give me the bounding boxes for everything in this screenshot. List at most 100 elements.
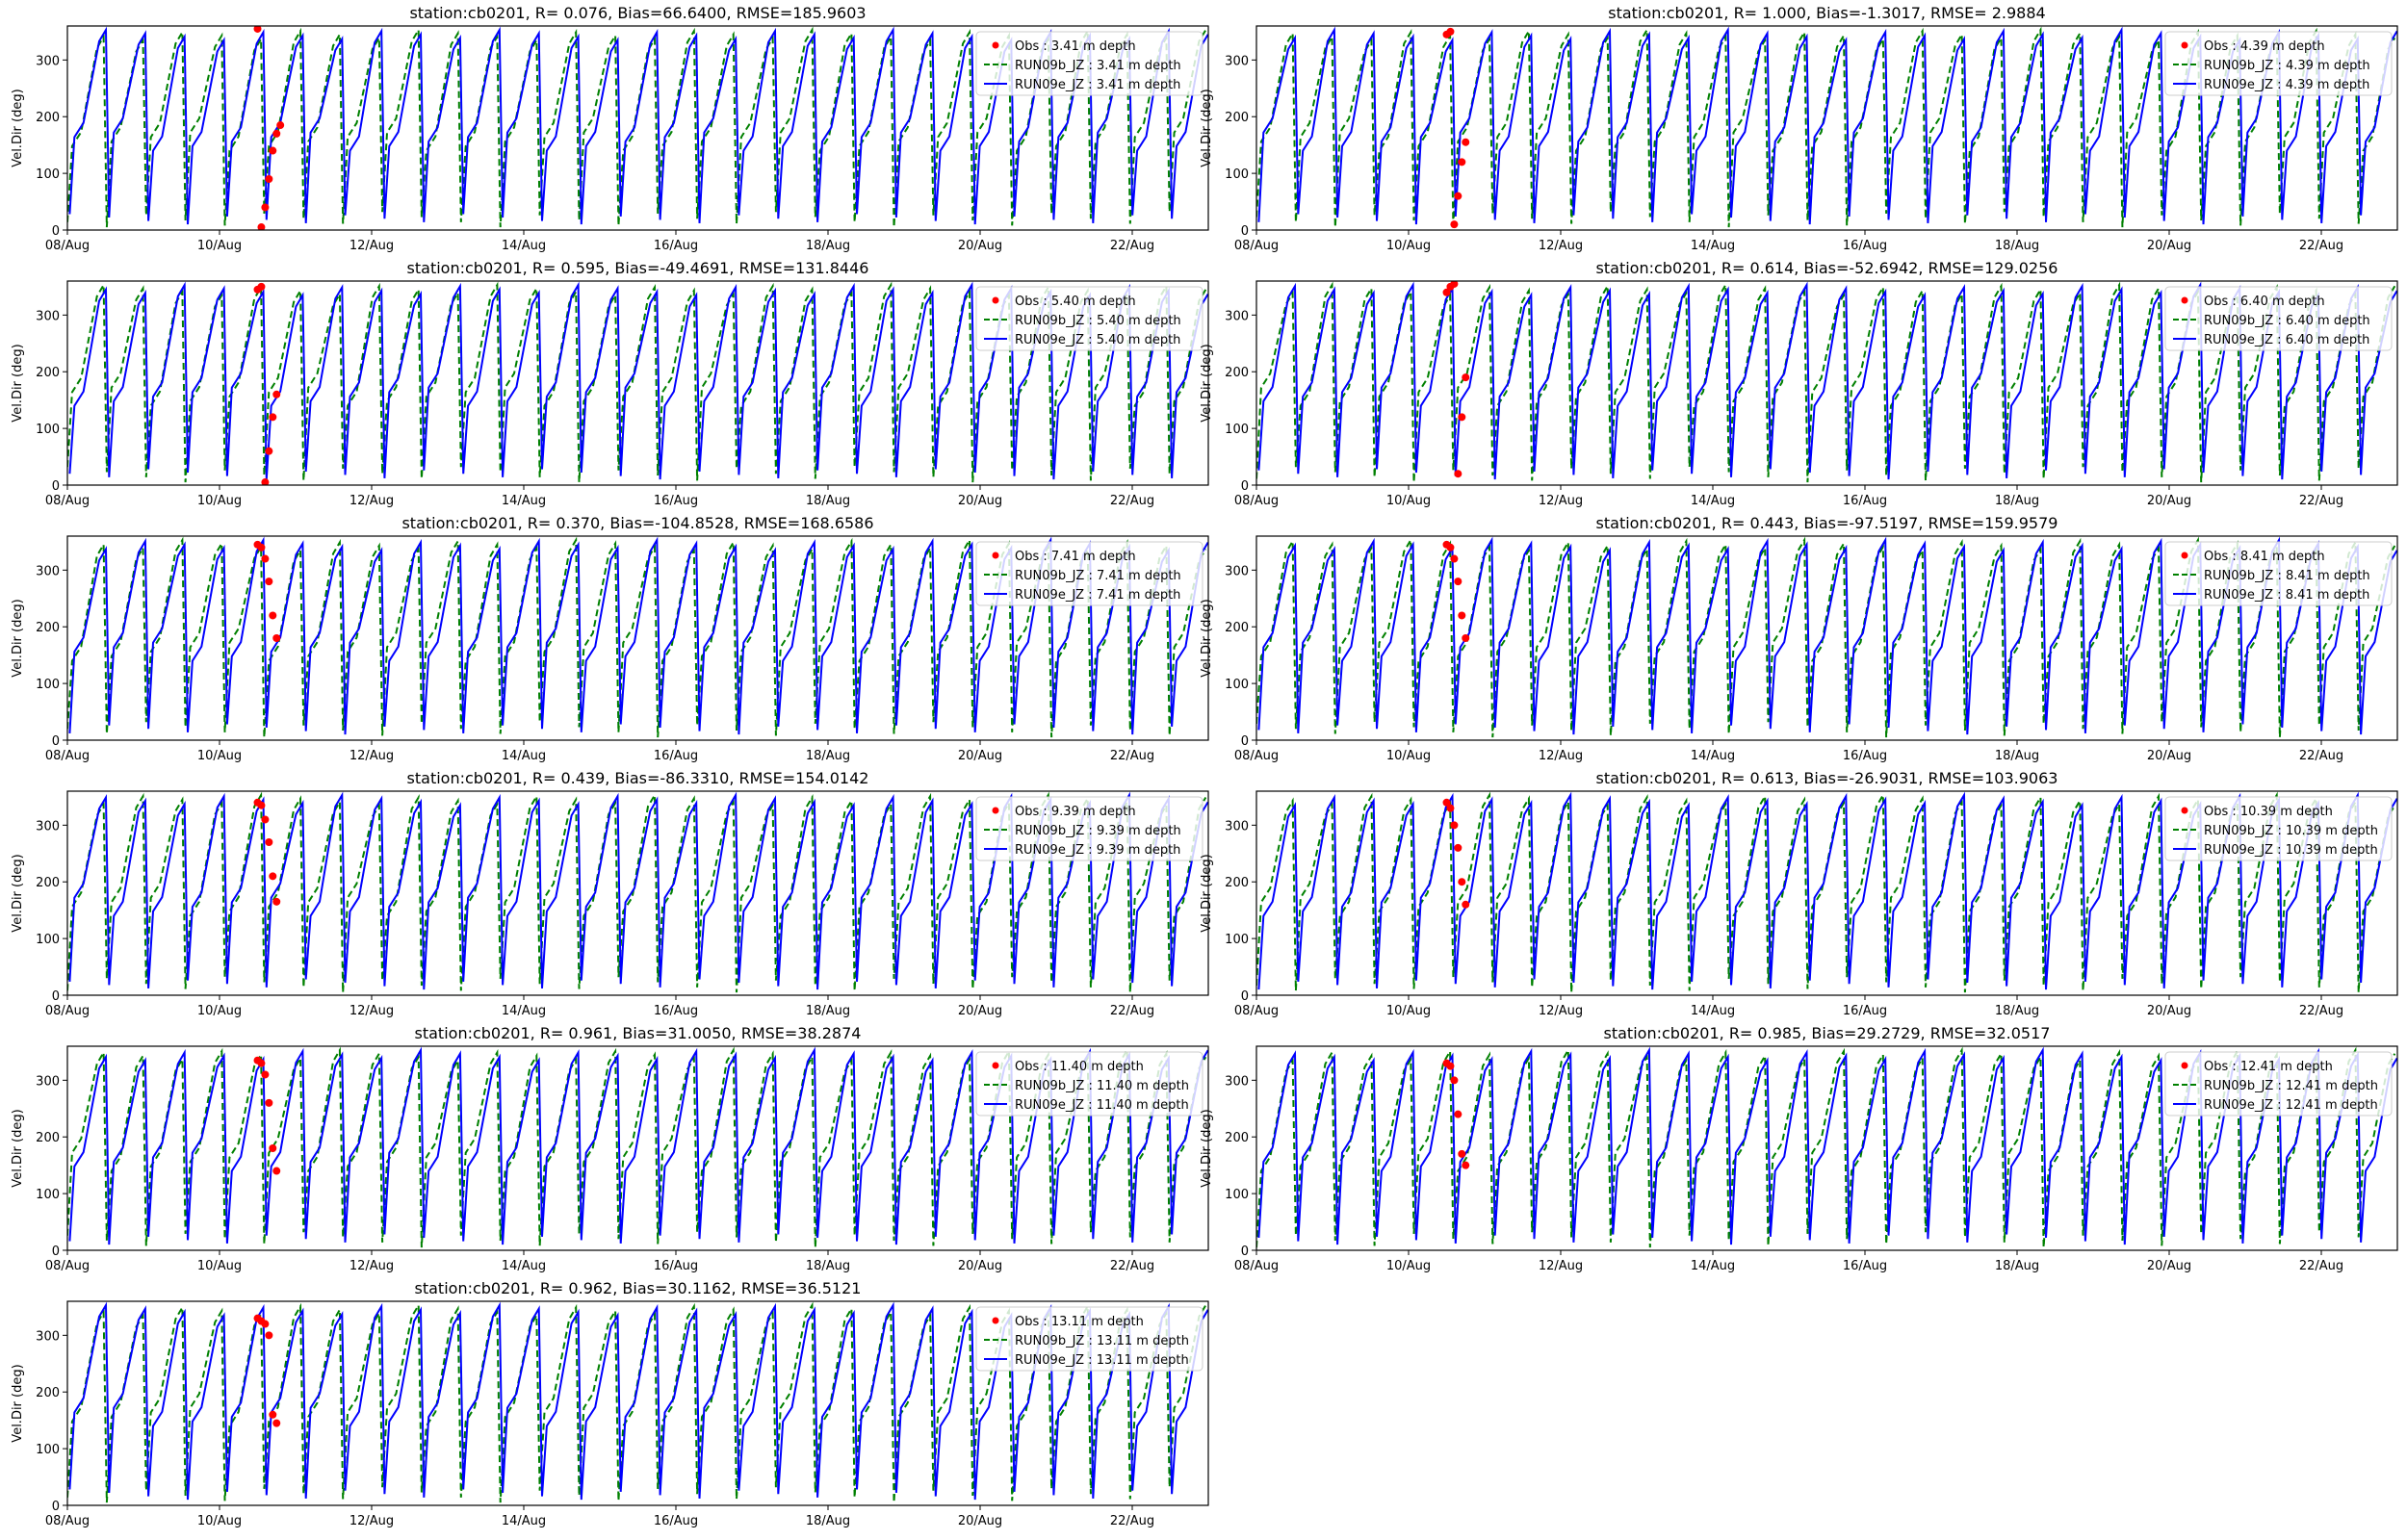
x-tick-label: 16/Aug [654, 239, 698, 253]
legend-marker-obs [992, 1062, 999, 1069]
legend-box [2164, 796, 2393, 861]
x-tick-label: 14/Aug [1691, 239, 1735, 253]
x-tick-label: 08/Aug [1234, 239, 1279, 253]
legend-box [2164, 541, 2393, 606]
x-tick-label: 18/Aug [1995, 1259, 2039, 1273]
obs-point [1462, 634, 1470, 642]
obs-point [1458, 1149, 1466, 1158]
legend-marker-obs [992, 41, 999, 49]
x-tick-label: 08/Aug [1234, 749, 1279, 763]
y-tick-label: 200 [36, 1131, 60, 1145]
obs-point [1450, 220, 1459, 229]
series-run09e-line [68, 281, 1208, 480]
legend: Obs : 6.40 m depth RUN09b_JZ : 6.40 m dep… [2164, 286, 2393, 351]
obs-point [269, 872, 277, 881]
series-run09b-line [67, 281, 1207, 483]
x-tick-label: 12/Aug [349, 1514, 394, 1528]
legend-box [975, 286, 1204, 351]
obs-point [276, 121, 285, 130]
subplot-11: station:cb0201, R= 0.962, Bias=30.1162, … [11, 1279, 1209, 1528]
legend-marker-obs [992, 1317, 999, 1324]
series-run09b-line [67, 1046, 1207, 1248]
x-tick-label: 08/Aug [45, 749, 90, 763]
obs-point [265, 578, 273, 586]
legend: Obs : 4.39 m depth RUN09b_JZ : 4.39 m dep… [2164, 31, 2393, 96]
y-axis-label: Vel.Dir (deg) [11, 854, 25, 932]
x-tick-label: 22/Aug [2299, 494, 2343, 508]
y-tick-label: 200 [36, 111, 60, 125]
plot-frame [66, 790, 1209, 996]
x-tick-label: 12/Aug [1539, 1004, 1583, 1018]
x-tick-label: 18/Aug [1995, 1004, 2039, 1018]
x-tick-label: 10/Aug [1386, 1259, 1431, 1273]
x-tick-label: 22/Aug [1110, 1004, 1154, 1018]
legend-label: RUN09e_JZ : 13.11 m depth [1015, 1353, 1189, 1368]
x-tick-label: 16/Aug [1843, 494, 1887, 508]
y-tick-label: 300 [36, 1074, 60, 1089]
x-tick-label: 12/Aug [349, 239, 394, 253]
y-tick-label: 200 [1225, 366, 1249, 380]
y-tick-label: 100 [36, 1443, 60, 1457]
obs-point [257, 1059, 266, 1067]
subplot-6: station:cb0201, R= 0.443, Bias=-97.5197,… [1200, 514, 2398, 763]
x-tick-label: 08/Aug [1234, 1259, 1279, 1273]
legend: Obs : 7.41 m depth RUN09b_JZ : 7.41 m dep… [975, 541, 1204, 606]
x-tick-label: 20/Aug [2147, 749, 2191, 763]
series-run09e-line [1257, 1046, 2397, 1245]
y-tick-label: 200 [36, 366, 60, 380]
y-tick-label: 200 [1225, 111, 1249, 125]
x-tick-label: 14/Aug [1691, 494, 1735, 508]
subplot-title: station:cb0201, R= 0.443, Bias=-97.5197,… [1596, 514, 2058, 532]
y-tick-label: 300 [36, 564, 60, 578]
x-tick-label: 16/Aug [654, 1514, 698, 1528]
legend-label: RUN09e_JZ : 12.41 m depth [2204, 1098, 2378, 1113]
y-tick-label: 300 [36, 1329, 60, 1344]
y-tick-label: 300 [1225, 1074, 1249, 1089]
plot-frame [66, 1300, 1209, 1506]
legend-label: Obs : 7.41 m depth [1015, 550, 1136, 564]
legend-marker-obs [2181, 1062, 2188, 1069]
series-run09e-line [68, 26, 1208, 225]
subplot-10: station:cb0201, R= 0.985, Bias=29.2729, … [1200, 1024, 2398, 1273]
obs-point [272, 129, 281, 138]
x-tick-label: 16/Aug [1843, 239, 1887, 253]
subplot-9: station:cb0201, R= 0.961, Bias=31.0050, … [11, 1024, 1209, 1273]
x-tick-label: 08/Aug [45, 1514, 90, 1528]
y-tick-label: 0 [1241, 224, 1249, 239]
x-tick-label: 20/Aug [958, 1004, 1002, 1018]
x-tick-label: 14/Aug [1691, 1004, 1735, 1018]
obs-point [1450, 554, 1459, 563]
obs-point [1454, 578, 1462, 586]
legend-label: Obs : 3.41 m depth [1015, 39, 1136, 54]
x-tick-label: 10/Aug [1386, 239, 1431, 253]
obs-point [1458, 413, 1466, 422]
y-tick-label: 0 [52, 1500, 60, 1514]
obs-point [1454, 470, 1462, 478]
x-tick-label: 12/Aug [1539, 1259, 1583, 1273]
obs-point [1446, 804, 1455, 812]
obs-point [261, 1070, 270, 1079]
y-tick-label: 0 [1241, 1245, 1249, 1259]
obs-point [257, 543, 266, 552]
plot-frame [1255, 535, 2398, 741]
x-tick-label: 18/Aug [806, 1514, 850, 1528]
legend-box [975, 1051, 1204, 1116]
y-tick-label: 300 [1225, 54, 1249, 68]
y-tick-label: 0 [52, 989, 60, 1004]
y-tick-label: 100 [36, 933, 60, 947]
y-axis-label: Vel.Dir (deg) [11, 344, 25, 422]
x-tick-label: 12/Aug [349, 494, 394, 508]
obs-point [1446, 1062, 1455, 1070]
subplot-title: station:cb0201, R= 0.613, Bias=-26.9031,… [1596, 769, 2058, 787]
x-tick-label: 16/Aug [654, 1259, 698, 1273]
y-tick-label: 300 [36, 309, 60, 323]
y-tick-label: 300 [1225, 819, 1249, 834]
x-tick-label: 14/Aug [1691, 749, 1735, 763]
legend-marker-obs [992, 807, 999, 814]
plot-frame [66, 535, 1209, 741]
subplot-title: station:cb0201, R= 0.985, Bias=29.2729, … [1604, 1024, 2051, 1042]
x-tick-label: 08/Aug [45, 1004, 90, 1018]
y-tick-label: 0 [1241, 479, 1249, 494]
legend-marker-obs [2181, 41, 2188, 49]
